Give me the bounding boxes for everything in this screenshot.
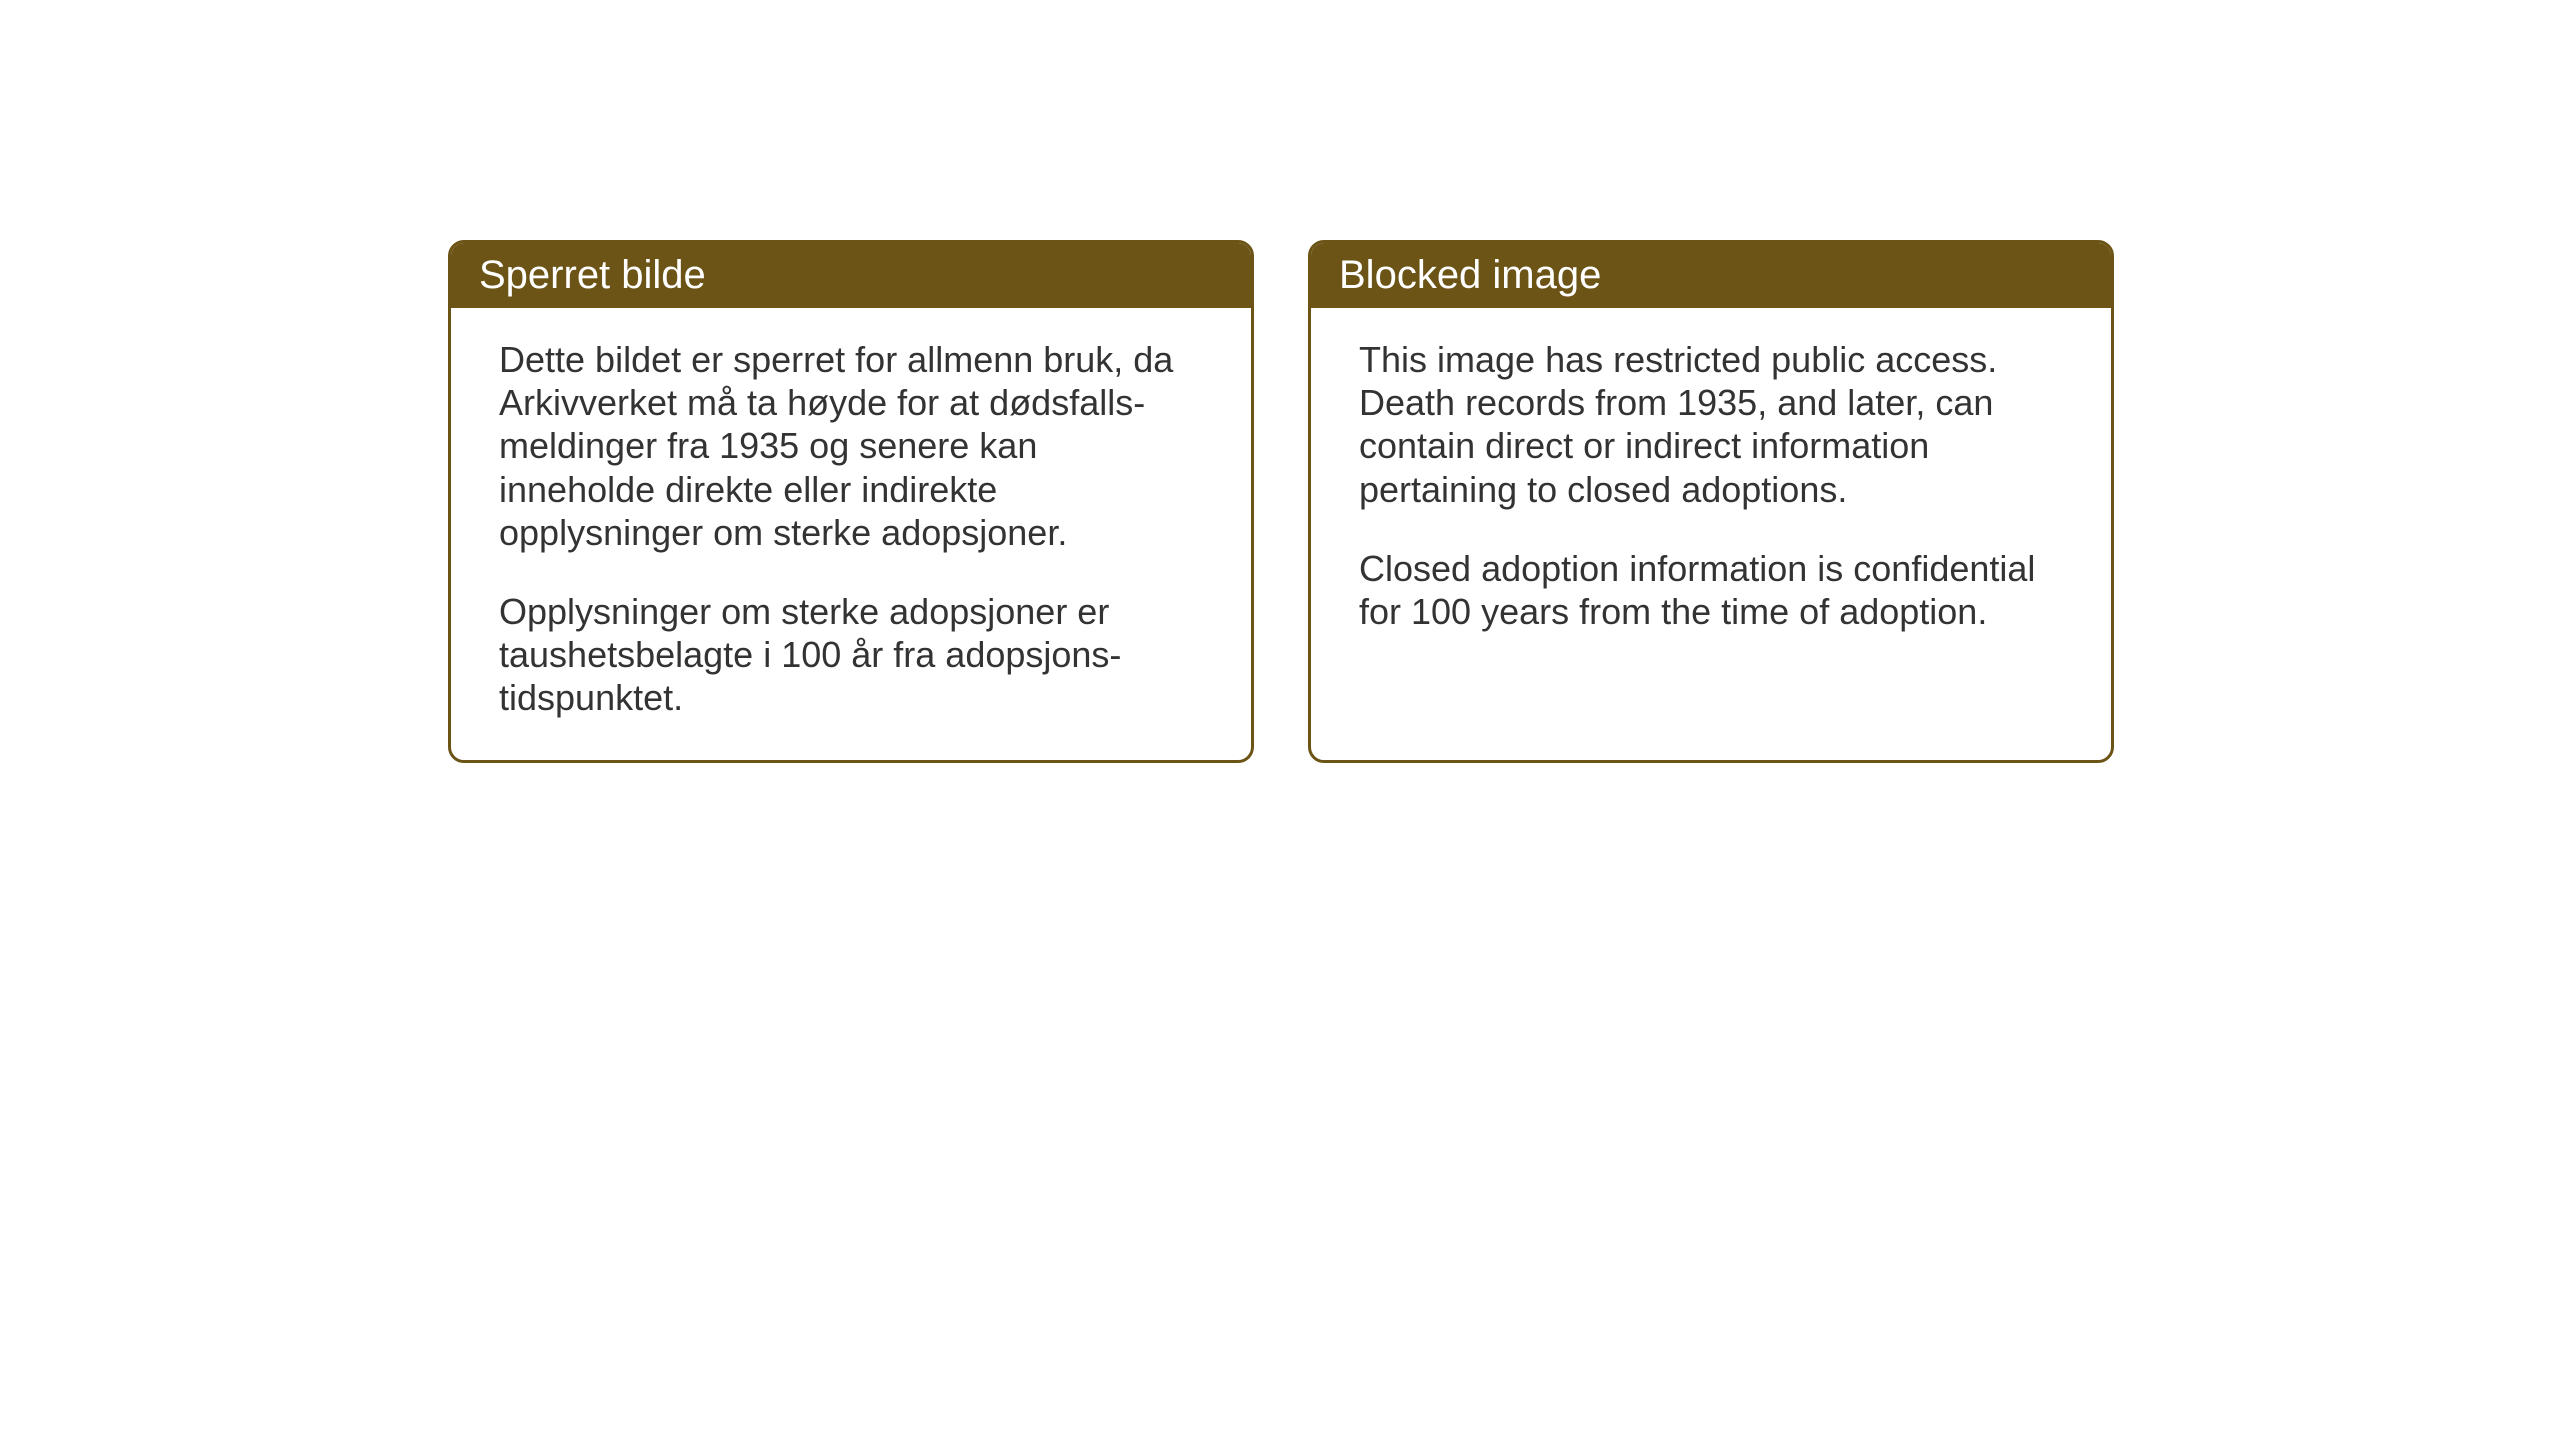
- card-paragraph: Opplysninger om sterke adopsjoner er tau…: [499, 590, 1203, 720]
- card-header-norwegian: Sperret bilde: [451, 243, 1251, 308]
- notice-card-norwegian: Sperret bilde Dette bildet er sperret fo…: [448, 240, 1254, 763]
- card-header-english: Blocked image: [1311, 243, 2111, 308]
- card-paragraph: This image has restricted public access.…: [1359, 338, 2063, 511]
- notice-container: Sperret bilde Dette bildet er sperret fo…: [448, 240, 2114, 763]
- card-body-norwegian: Dette bildet er sperret for allmenn bruk…: [451, 308, 1251, 760]
- card-title: Blocked image: [1339, 253, 1601, 297]
- notice-card-english: Blocked image This image has restricted …: [1308, 240, 2114, 763]
- card-paragraph: Closed adoption information is confident…: [1359, 547, 2063, 633]
- card-body-english: This image has restricted public access.…: [1311, 308, 2111, 673]
- card-title: Sperret bilde: [479, 253, 706, 297]
- card-paragraph: Dette bildet er sperret for allmenn bruk…: [499, 338, 1203, 554]
